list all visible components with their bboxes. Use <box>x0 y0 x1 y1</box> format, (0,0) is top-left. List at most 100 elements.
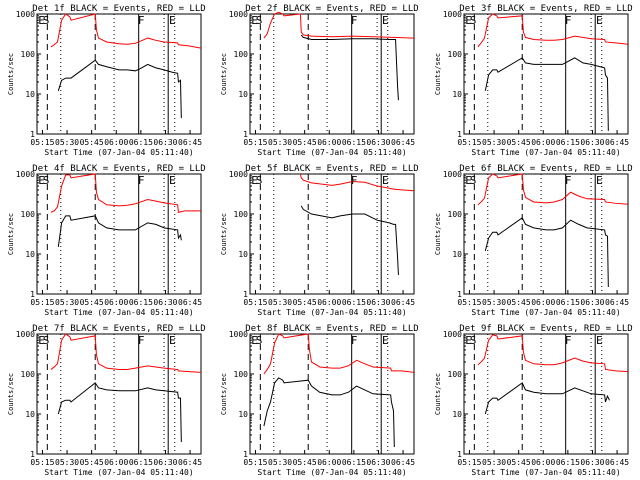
x-tick-label: 05:45 <box>80 138 104 147</box>
x-tick-label: 06:15 <box>556 298 580 307</box>
lld-series-line <box>477 334 629 373</box>
y-axis-label: Counts/sec <box>7 53 15 95</box>
detector-panel <box>463 333 629 455</box>
detector-panel <box>249 11 415 135</box>
y-tick-label: 100 <box>448 210 463 219</box>
x-tick-label: 06:00 <box>531 138 555 147</box>
y-tick-label: 1000 <box>16 10 35 19</box>
lld-series-line <box>299 173 415 192</box>
marker-label: E <box>382 174 389 187</box>
x-tick-label: 05:15 <box>30 298 54 307</box>
y-tick-label: 100 <box>448 370 463 379</box>
x-tick-label: 06:15 <box>556 138 580 147</box>
plot-frame <box>36 13 202 135</box>
marker-label: E <box>38 334 45 347</box>
x-tick-label: 05:30 <box>55 298 79 307</box>
y-tick-label: 10 <box>25 250 35 259</box>
x-tick-label: 05:45 <box>507 458 531 467</box>
marker-label: E <box>382 14 389 27</box>
x-tick-label: 06:30 <box>366 458 390 467</box>
x-axis-label: Start Time (07-Jan-04 05:11:40) <box>44 148 193 157</box>
marker-label: S <box>43 174 50 187</box>
y-tick-label: 10 <box>238 250 248 259</box>
y-tick-label: 10 <box>25 410 35 419</box>
lld-series-line <box>477 13 629 48</box>
marker-label: F <box>565 14 572 27</box>
x-tick-label: 05:30 <box>268 138 292 147</box>
x-tick-label: 06:45 <box>391 458 415 467</box>
panel-title: Det 1f BLACK = Events, RED = LLD <box>32 4 205 14</box>
events-series-line <box>484 382 610 415</box>
x-tick-label: 06:45 <box>605 138 629 147</box>
x-tick-label: 06:00 <box>317 138 341 147</box>
x-tick-label: 06:30 <box>366 298 390 307</box>
y-tick-label: 1 <box>243 130 248 139</box>
x-tick-label: 06:00 <box>317 298 341 307</box>
marker-label: E <box>596 334 603 347</box>
marker-label: F <box>138 14 145 27</box>
marker-label: F <box>138 174 145 187</box>
panel-title: Det 8f BLACK = Events, RED = LLD <box>245 324 418 334</box>
panel-title: Det 2f BLACK = Events, RED = LLD <box>245 4 418 14</box>
marker-label: F <box>565 334 572 347</box>
y-axis-label: Counts/sec <box>220 53 228 95</box>
x-tick-label: 06:15 <box>129 458 153 467</box>
marker-label: E <box>465 174 472 187</box>
x-tick-label: 06:30 <box>153 298 177 307</box>
events-series-line <box>57 59 182 119</box>
y-axis-label: Counts/sec <box>434 213 442 255</box>
y-axis-label: Counts/sec <box>220 213 228 255</box>
panel-title: Det 6f BLACK = Events, RED = LLD <box>459 164 632 174</box>
y-tick-label: 10 <box>452 90 462 99</box>
lld-series-line <box>50 13 202 49</box>
detector-panel <box>249 173 415 295</box>
x-tick-label: 05:30 <box>268 298 292 307</box>
x-tick-label: 06:30 <box>580 298 604 307</box>
marker-label: S <box>43 334 50 347</box>
events-series-line <box>57 382 182 442</box>
x-tick-label: 05:30 <box>482 458 506 467</box>
plot-frame <box>36 333 202 455</box>
x-tick-label: 05:15 <box>243 458 267 467</box>
y-tick-label: 10 <box>452 250 462 259</box>
x-tick-label: 05:45 <box>293 138 317 147</box>
marker-label: S <box>43 14 50 27</box>
x-tick-label: 05:30 <box>55 458 79 467</box>
x-tick-label: 05:30 <box>482 138 506 147</box>
detector-panel <box>36 13 202 135</box>
marker-label: F <box>351 334 358 347</box>
y-tick-label: 1 <box>30 130 35 139</box>
x-tick-label: 06:30 <box>153 138 177 147</box>
x-tick-label: 05:45 <box>80 298 104 307</box>
x-tick-label: 06:30 <box>580 458 604 467</box>
marker-label: F <box>351 174 358 187</box>
x-tick-label: 06:15 <box>342 138 366 147</box>
x-tick-label: 06:00 <box>531 298 555 307</box>
lld-series-line <box>263 11 415 39</box>
x-tick-label: 05:15 <box>457 458 481 467</box>
plot-frame <box>463 333 629 455</box>
marker-label: S <box>470 174 477 187</box>
x-tick-label: 06:30 <box>366 138 390 147</box>
marker-label: S <box>470 14 477 27</box>
y-tick-label: 100 <box>21 50 36 59</box>
panel-title: Det 5f BLACK = Events, RED = LLD <box>245 164 418 174</box>
events-series-line <box>263 377 395 447</box>
detector-panel <box>36 333 202 455</box>
x-tick-label: 06:00 <box>317 458 341 467</box>
x-tick-label: 06:45 <box>391 138 415 147</box>
x-tick-label: 05:15 <box>457 298 481 307</box>
x-axis-label: Start Time (07-Jan-04 05:11:40) <box>44 468 193 477</box>
y-tick-label: 100 <box>448 50 463 59</box>
x-axis-label: Start Time (07-Jan-04 05:11:40) <box>471 468 620 477</box>
x-axis-label: Start Time (07-Jan-04 05:11:40) <box>44 308 193 317</box>
plot-frame <box>36 173 202 295</box>
marker-label: E <box>382 334 389 347</box>
x-tick-label: 06:30 <box>153 458 177 467</box>
y-tick-label: 1000 <box>16 330 35 339</box>
y-tick-label: 100 <box>21 210 36 219</box>
x-tick-label: 06:15 <box>556 458 580 467</box>
x-tick-label: 06:45 <box>391 298 415 307</box>
y-tick-label: 1000 <box>16 170 35 179</box>
